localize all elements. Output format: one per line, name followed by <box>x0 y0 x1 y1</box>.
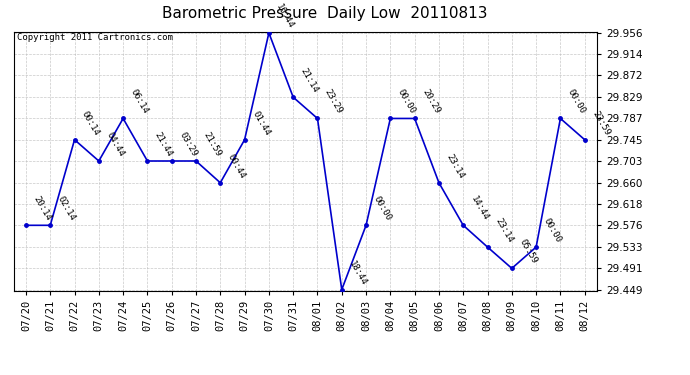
Text: 00:14: 00:14 <box>80 109 101 137</box>
Text: 01:44: 01:44 <box>250 109 271 137</box>
Text: 00:44: 00:44 <box>226 152 247 180</box>
Text: 20:14: 20:14 <box>32 195 52 222</box>
Text: Copyright 2011 Cartronics.com: Copyright 2011 Cartronics.com <box>17 33 172 42</box>
Text: 14:44: 14:44 <box>469 195 490 222</box>
Text: 00:00: 00:00 <box>372 195 393 222</box>
Text: Barometric Pressure  Daily Low  20110813: Barometric Pressure Daily Low 20110813 <box>161 6 487 21</box>
Text: 20:29: 20:29 <box>420 88 442 116</box>
Text: 06:14: 06:14 <box>128 88 150 116</box>
Text: 03:29: 03:29 <box>177 130 199 158</box>
Text: 05:59: 05:59 <box>518 238 539 266</box>
Text: 21:44: 21:44 <box>153 130 174 158</box>
Text: 00:00: 00:00 <box>396 88 417 116</box>
Text: 16:44: 16:44 <box>275 2 296 30</box>
Text: 23:29: 23:29 <box>323 88 344 116</box>
Text: 02:14: 02:14 <box>56 195 77 222</box>
Text: 23:14: 23:14 <box>493 216 514 244</box>
Text: 00:00: 00:00 <box>542 216 563 244</box>
Text: 21:14: 21:14 <box>299 67 320 94</box>
Text: 23:59: 23:59 <box>590 109 611 137</box>
Text: 04:44: 04:44 <box>104 130 126 158</box>
Text: 18:44: 18:44 <box>347 259 368 287</box>
Text: 21:59: 21:59 <box>201 130 223 158</box>
Text: 23:14: 23:14 <box>444 152 466 180</box>
Text: 00:00: 00:00 <box>566 88 587 116</box>
